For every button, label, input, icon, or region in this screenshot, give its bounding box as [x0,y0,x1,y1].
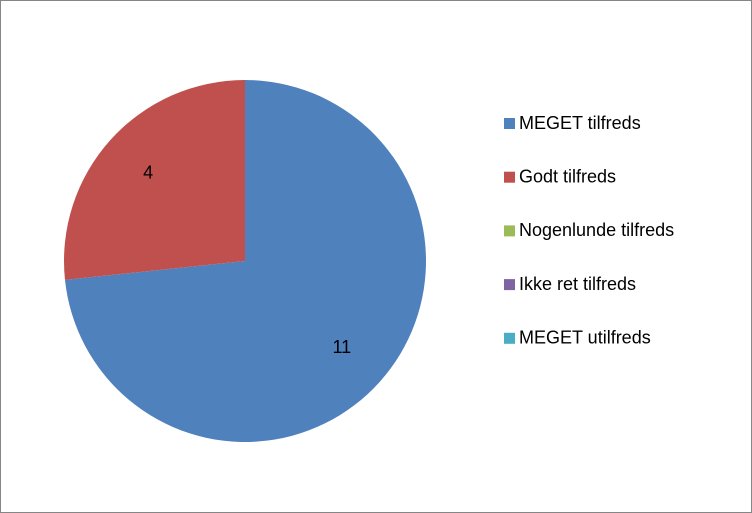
legend-swatch [504,118,515,129]
legend-swatch [504,225,515,237]
legend-label: Nogenlunde tilfreds [519,220,674,240]
legend-label: MEGET utilfreds [519,328,651,348]
legend-swatch [504,332,515,344]
legend-label: MEGET tilfreds [519,113,641,133]
legend-swatch [504,171,515,183]
data-label: 4 [143,163,153,183]
pie-slice [64,80,427,442]
legend-label: Ikke ret tilfreds [519,274,636,294]
pie-slice [64,80,245,280]
legend-swatch [504,279,515,291]
legend-label: Godt tilfreds [519,166,616,186]
data-label: 11 [333,337,352,357]
